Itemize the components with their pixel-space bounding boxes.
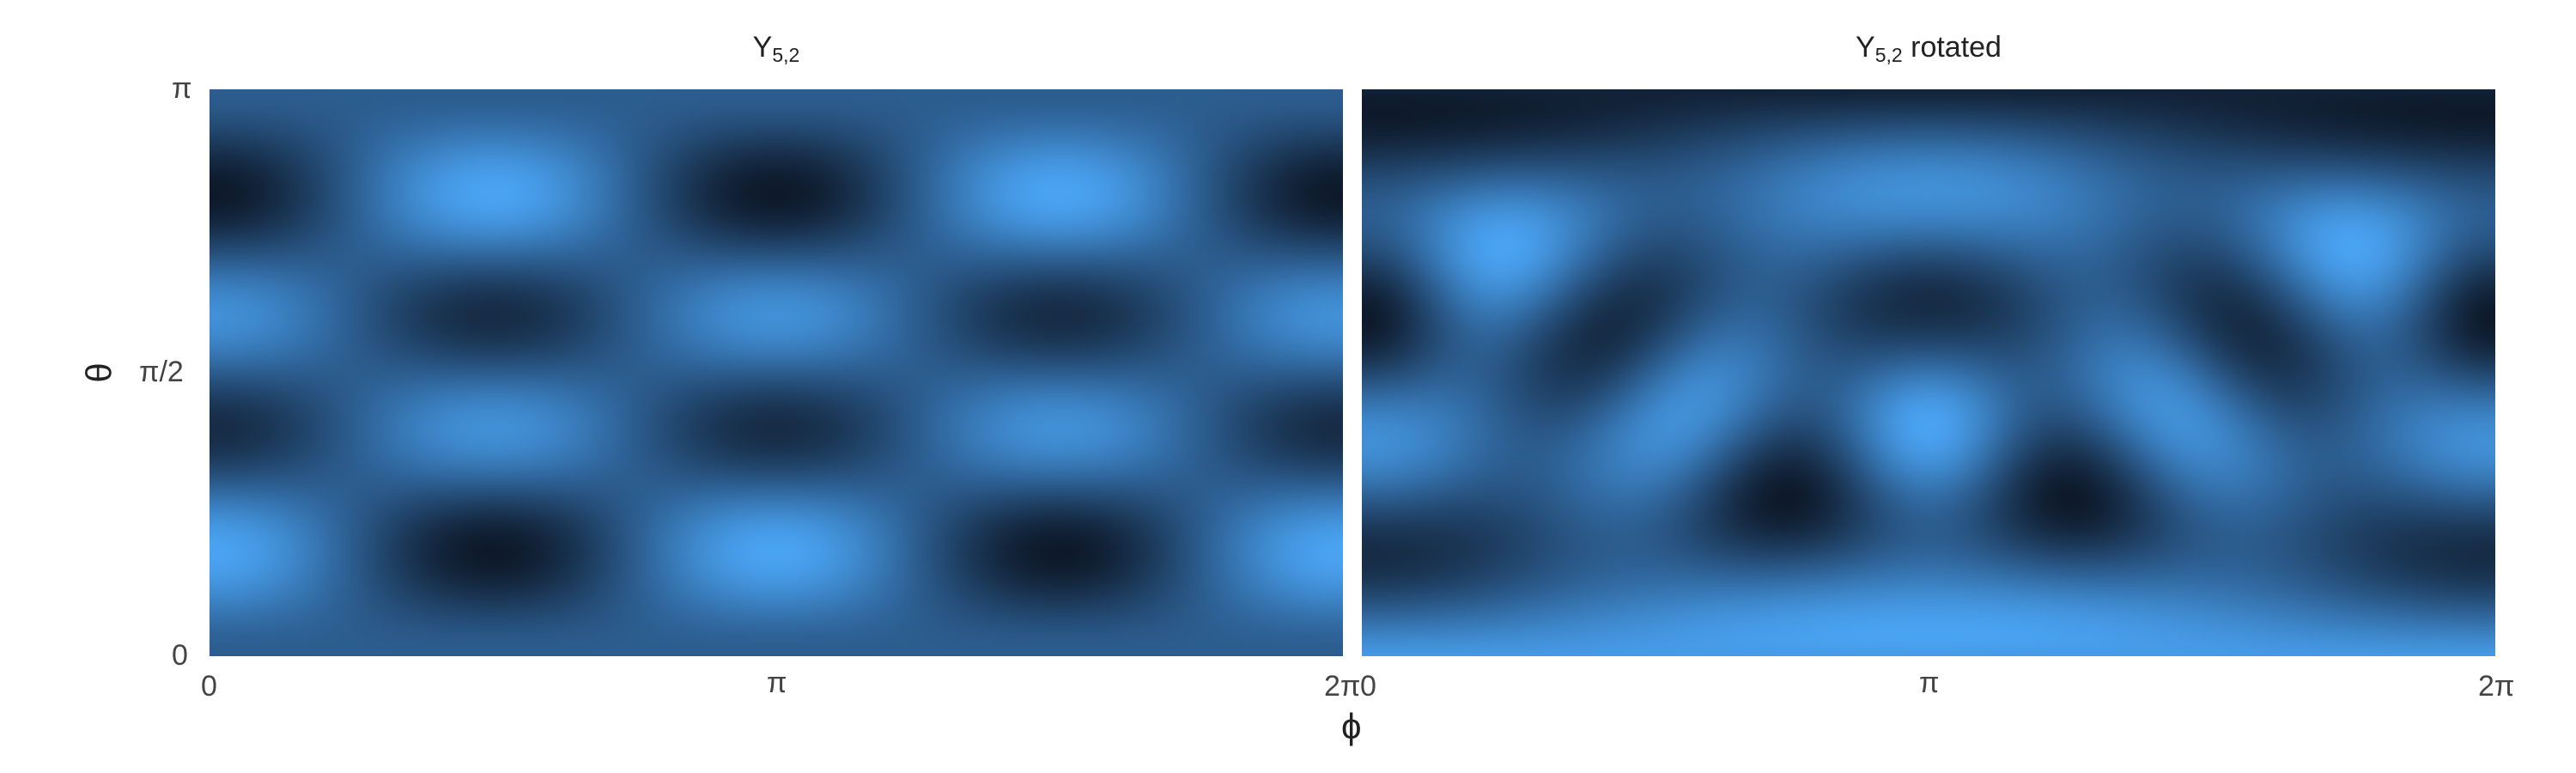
panel-1-y-tick-bottom: 0 xyxy=(172,639,188,672)
panel-1-y-tick-top: π xyxy=(172,72,192,105)
panel-1-x-tick-2pi: 2π xyxy=(1324,670,1361,703)
panel-2-title: Y5,2 rotated xyxy=(1362,31,2495,67)
panel-2-x-tick-2pi: 2π xyxy=(2478,670,2515,703)
panel-1-y-tick-mid: π/2 xyxy=(139,356,184,388)
panel-1-title-main: Y xyxy=(752,31,773,64)
panel-1-heatmap xyxy=(210,89,1343,656)
panel-2-title-suffix: rotated xyxy=(1902,31,2002,64)
y-axis-label: θ xyxy=(78,362,119,383)
panel-2-x-tick-0: 0 xyxy=(1360,670,1376,703)
panel-1-title-sub: 5,2 xyxy=(772,44,800,66)
x-axis-label: ϕ xyxy=(1341,706,1362,746)
panel-2-title-main: Y xyxy=(1856,31,1875,64)
panel-1-x-tick-pi: π xyxy=(767,666,787,699)
panel-2-title-sub: 5,2 xyxy=(1874,44,1903,66)
panel-1-x-tick-0: 0 xyxy=(201,670,217,703)
panel-2-heatmap xyxy=(1362,89,2495,656)
panel-1-title: Y5,2 xyxy=(210,31,1343,67)
panel-2-x-tick-pi: π xyxy=(1919,666,1940,699)
